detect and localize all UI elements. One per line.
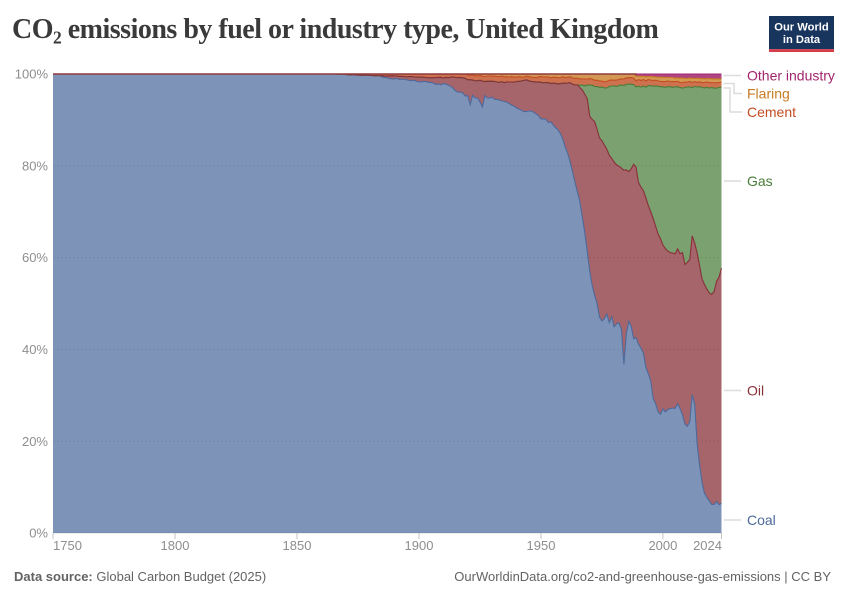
svg-text:1950: 1950	[527, 538, 556, 553]
svg-text:1900: 1900	[405, 538, 434, 553]
svg-text:Oil: Oil	[747, 383, 764, 399]
svg-text:Our World: Our World	[774, 21, 829, 33]
svg-text:1750: 1750	[53, 538, 82, 553]
svg-text:in Data: in Data	[783, 34, 821, 46]
svg-text:80%: 80%	[22, 158, 48, 173]
svg-text:40%: 40%	[22, 342, 48, 357]
svg-text:100%: 100%	[15, 67, 49, 82]
svg-text:1850: 1850	[283, 538, 312, 553]
svg-text:Flaring: Flaring	[747, 86, 790, 102]
svg-text:60%: 60%	[22, 250, 48, 265]
svg-text:Gas: Gas	[747, 173, 773, 189]
svg-text:CO2 emissions by fuel or indus: CO2 emissions by fuel or industry type, …	[12, 14, 658, 48]
svg-text:2024: 2024	[693, 538, 722, 553]
svg-text:OurWorldinData.org/co2-and-gre: OurWorldinData.org/co2-and-greenhouse-ga…	[454, 569, 831, 584]
svg-text:Cement: Cement	[747, 104, 796, 120]
svg-text:Other industry: Other industry	[747, 68, 835, 84]
svg-text:Data source: Global Carbon Bud: Data source: Global Carbon Budget (2025)	[14, 569, 266, 584]
svg-text:20%: 20%	[22, 434, 48, 449]
svg-text:0%: 0%	[29, 526, 48, 541]
svg-text:2000: 2000	[648, 538, 677, 553]
svg-text:1800: 1800	[161, 538, 190, 553]
svg-text:Coal: Coal	[747, 512, 776, 528]
